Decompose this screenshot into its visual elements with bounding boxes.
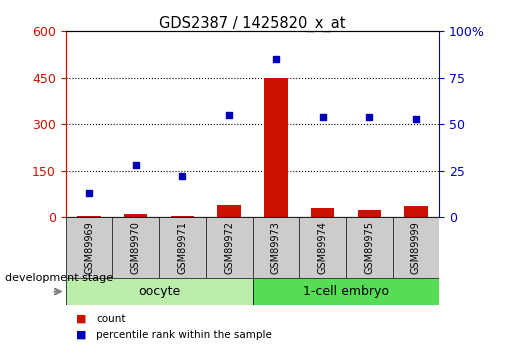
Text: count: count <box>96 314 125 324</box>
Text: GSM89972: GSM89972 <box>224 221 234 274</box>
Point <box>225 112 233 118</box>
Text: percentile rank within the sample: percentile rank within the sample <box>96 330 272 339</box>
Point <box>319 114 327 119</box>
Text: GSM89969: GSM89969 <box>84 221 94 274</box>
Text: GDS2387 / 1425820_x_at: GDS2387 / 1425820_x_at <box>159 16 346 32</box>
Bar <box>311 208 334 217</box>
Text: GSM89975: GSM89975 <box>364 221 374 274</box>
Point <box>132 162 140 168</box>
Bar <box>358 209 381 217</box>
Bar <box>252 278 439 305</box>
Bar <box>405 206 428 217</box>
Text: GSM89971: GSM89971 <box>177 221 187 274</box>
Point <box>412 116 420 121</box>
Bar <box>264 78 287 217</box>
Bar <box>171 216 194 217</box>
Point <box>178 174 186 179</box>
Bar <box>77 216 100 217</box>
Text: GSM89974: GSM89974 <box>318 221 328 274</box>
Bar <box>124 214 147 217</box>
Text: GSM89973: GSM89973 <box>271 221 281 274</box>
Text: ■: ■ <box>76 314 86 324</box>
Point <box>365 114 373 119</box>
Bar <box>66 278 252 305</box>
Point <box>272 56 280 62</box>
Point <box>85 190 93 196</box>
Text: development stage: development stage <box>5 273 113 283</box>
Text: GSM89970: GSM89970 <box>131 221 141 274</box>
Text: ■: ■ <box>76 330 86 339</box>
Text: GSM89999: GSM89999 <box>411 221 421 274</box>
Text: oocyte: oocyte <box>138 285 180 298</box>
Bar <box>218 205 241 217</box>
Text: 1-cell embryo: 1-cell embryo <box>303 285 389 298</box>
